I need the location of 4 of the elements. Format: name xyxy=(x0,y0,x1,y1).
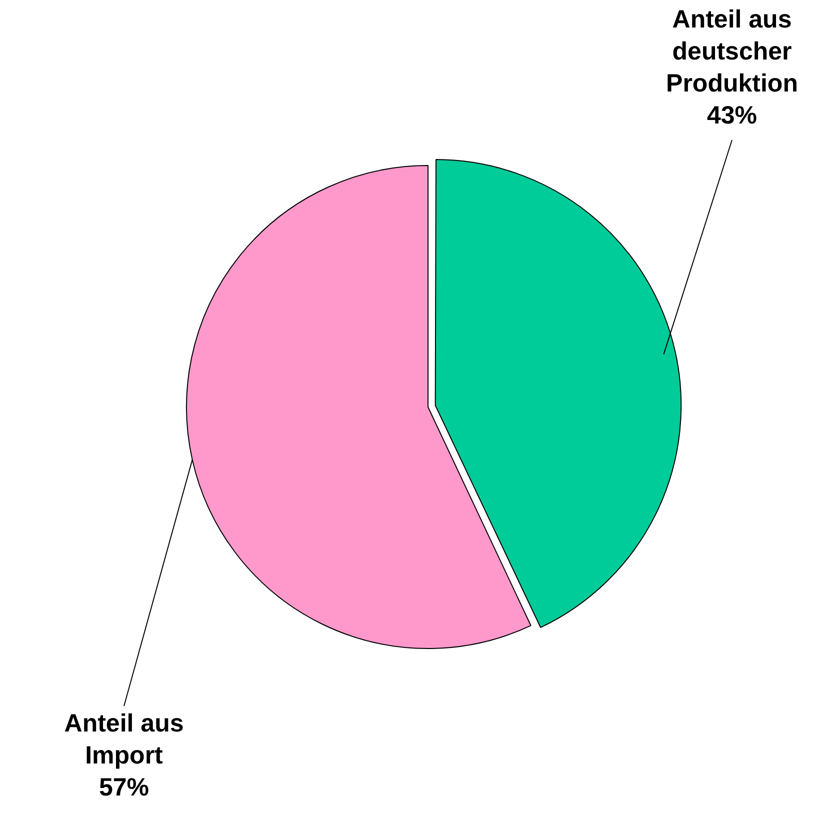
slice-label: Anteil aus deutscher Produktion xyxy=(666,5,798,98)
data-label: 43% xyxy=(706,101,758,130)
data-label: 57% xyxy=(98,773,150,802)
slice-label: Anteil aus Import xyxy=(64,709,184,770)
